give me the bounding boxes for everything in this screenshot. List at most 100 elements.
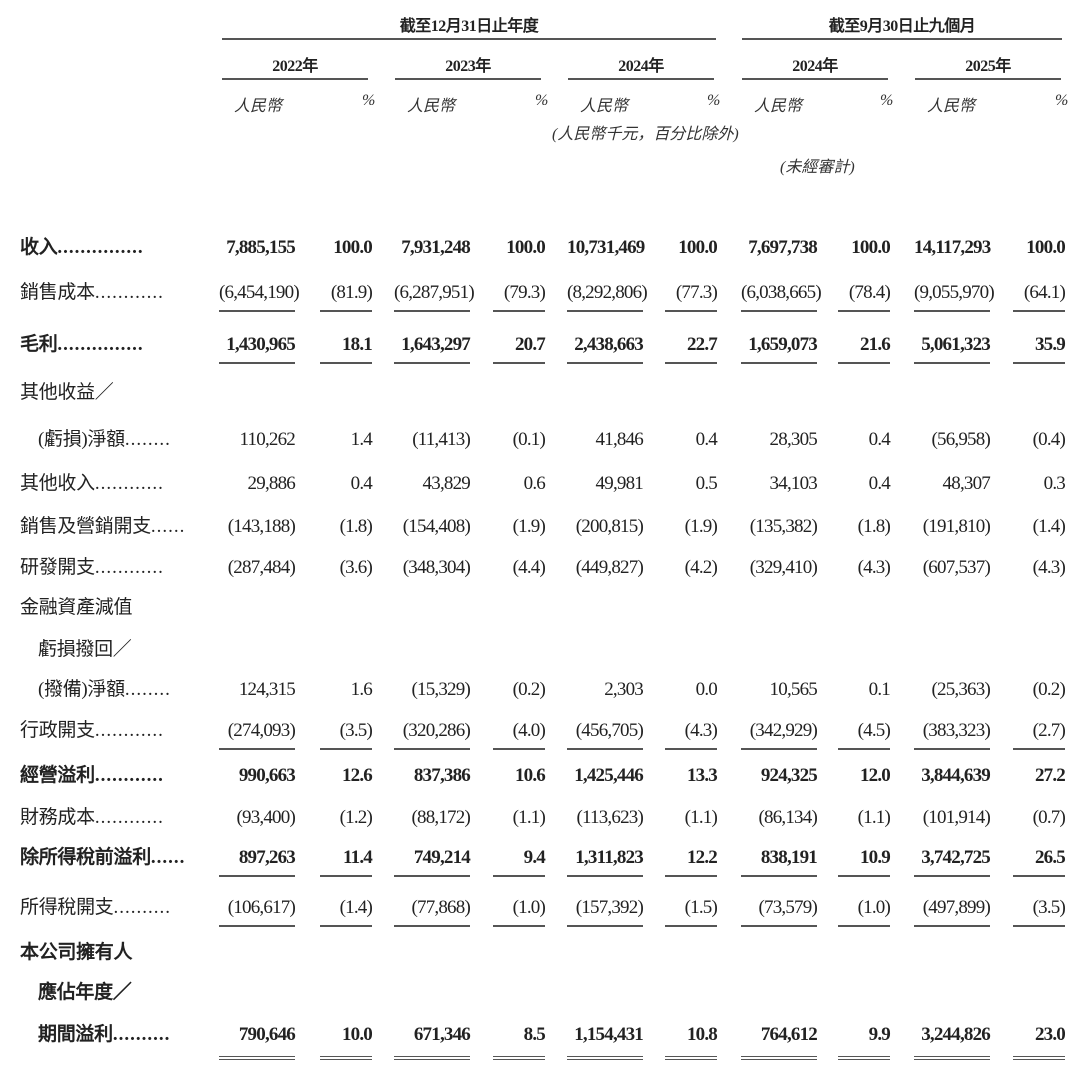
currency-label: 人民幣	[234, 98, 283, 115]
percent-cell: 26.5	[1013, 843, 1066, 877]
row-label-text: 研發開支	[20, 557, 95, 578]
row-label: 所得稅開支..........	[20, 893, 171, 923]
amount-cell: (497,899)	[914, 893, 991, 927]
amount-cell: (329,410)	[749, 557, 818, 578]
row-label: 本公司擁有人	[20, 938, 133, 968]
amount-cell: 671,346	[394, 1020, 471, 1060]
percent-cell: (4.4)	[512, 557, 546, 578]
percent-cell: (0.2)	[1032, 679, 1066, 700]
group-header-nine-months: 截至9月30日止九個月	[828, 18, 976, 35]
percent-cell: (4.2)	[684, 557, 718, 578]
row-label-text: 期間溢利	[38, 1024, 113, 1045]
amount-cell: (6,287,951)	[394, 278, 475, 312]
percent-cell: (3.6)	[339, 557, 373, 578]
amount-cell: 1,425,446	[574, 765, 644, 786]
leader-dots: ............	[94, 557, 164, 578]
amount-cell: (88,172)	[411, 807, 470, 828]
currency-label: 人民幣	[407, 98, 456, 115]
percent-cell: (64.1)	[1013, 278, 1066, 312]
percent-cell: (2.7)	[1013, 716, 1066, 750]
leader-dots: ......	[150, 847, 186, 868]
percent-cell: 0.0	[695, 679, 718, 700]
amount-cell: (200,815)	[575, 516, 644, 537]
row-label: 行政開支............	[20, 716, 164, 746]
amount-cell: 5,061,323	[914, 330, 991, 364]
amount-cell: (143,188)	[227, 516, 296, 537]
row-label: 收入...............	[20, 233, 144, 263]
percent-cell: 11.4	[320, 843, 373, 877]
percent-cell: (1.0)	[838, 893, 891, 927]
percent-label: %	[362, 92, 376, 109]
amount-cell: 7,885,155	[226, 237, 296, 258]
percent-cell: (3.5)	[1013, 893, 1066, 927]
amount-cell: (77,868)	[394, 893, 471, 927]
row-label-text: (撥備)淨額	[38, 679, 125, 700]
table-row: 應佔年度／	[0, 978, 1080, 1008]
amount-cell: 10,565	[769, 679, 818, 700]
leader-dots: ........	[124, 679, 171, 700]
year-rule	[742, 78, 888, 80]
percent-cell: 22.7	[665, 330, 718, 364]
table-row: 其他收入............ 29,886 0.4 43,829 0.6 49,981…	[0, 469, 1080, 499]
unit-note: (人民幣千元，百分比除外)	[552, 126, 739, 143]
percent-cell: 0.4	[868, 429, 891, 450]
amount-cell: 10,731,469	[567, 237, 645, 258]
percent-cell: 9.4	[493, 843, 546, 877]
percent-cell: 0.5	[695, 473, 718, 494]
amount-cell: 2,438,663	[567, 330, 644, 364]
year-header: 2025年	[965, 58, 1011, 75]
amount-cell: 1,659,073	[741, 330, 818, 364]
amount-cell: 790,646	[219, 1020, 296, 1060]
percent-cell: (77.3)	[665, 278, 718, 312]
leader-dots: ...............	[57, 334, 144, 355]
amount-cell: 1,154,431	[567, 1020, 644, 1060]
row-label-text: 財務成本	[20, 807, 95, 828]
percent-cell: 100.0	[333, 237, 373, 258]
year-rule	[568, 78, 714, 80]
amount-cell: 7,697,738	[748, 237, 818, 258]
row-label: 銷售及營銷開支......	[20, 512, 185, 542]
percent-cell: (1.8)	[857, 516, 891, 537]
table-row: 金融資產減值	[0, 593, 1080, 623]
year-header: 2023年	[445, 58, 491, 75]
year-rule	[222, 78, 368, 80]
row-label-text: 其他收益／	[20, 382, 114, 403]
currency-label: 人民幣	[927, 98, 976, 115]
percent-cell: (1.5)	[665, 893, 718, 927]
table-row: 其他收益／	[0, 378, 1080, 408]
row-label: (虧損)淨額........	[38, 425, 171, 455]
amount-cell: (15,329)	[411, 679, 470, 700]
percent-cell: 13.3	[686, 765, 718, 786]
percent-cell: 100.0	[506, 237, 546, 258]
table-row: 所得稅開支.......... (106,617) (1.4) (77,868) (1.…	[0, 893, 1080, 927]
percent-label: %	[880, 92, 894, 109]
amount-cell: (320,286)	[394, 716, 471, 750]
amount-cell: (86,134)	[758, 807, 817, 828]
amount-cell: (93,400)	[236, 807, 295, 828]
amount-cell: 897,263	[219, 843, 296, 877]
leader-dots: ............	[94, 282, 164, 303]
row-label: 毛利...............	[20, 330, 144, 360]
percent-cell: 12.2	[665, 843, 718, 877]
row-label-text: 金融資產減值	[20, 597, 133, 618]
table-row: (虧損)淨額........ 110,262 1.4 (11,413) (0.1) 41,…	[0, 425, 1080, 455]
row-label-text: 所得稅開支	[20, 897, 114, 918]
leader-dots: ............	[94, 473, 164, 494]
percent-cell: (1.8)	[339, 516, 373, 537]
percent-cell: (3.5)	[320, 716, 373, 750]
amount-cell: (607,537)	[922, 557, 991, 578]
row-label: 財務成本............	[20, 803, 164, 833]
row-label-text: 虧損撥回／	[38, 639, 132, 660]
percent-cell: (1.9)	[684, 516, 718, 537]
percent-cell: 100.0	[851, 237, 891, 258]
table-row: 虧損撥回／	[0, 635, 1080, 665]
percent-cell: 23.0	[1013, 1020, 1066, 1060]
table-row: 除所得稅前溢利...... 897,263 11.4 749,214 9.4 1,311,…	[0, 843, 1080, 877]
amount-cell: 838,191	[741, 843, 818, 877]
table-row: 財務成本............ (93,400) (1.2) (88,172) (1.…	[0, 803, 1080, 833]
percent-cell: (4.3)	[665, 716, 718, 750]
amount-cell: 29,886	[247, 473, 296, 494]
amount-cell: 1,311,823	[567, 843, 644, 877]
table-row: 收入............... 7,885,155 100.0 7,931,248…	[0, 233, 1080, 263]
amount-cell: (449,827)	[575, 557, 644, 578]
